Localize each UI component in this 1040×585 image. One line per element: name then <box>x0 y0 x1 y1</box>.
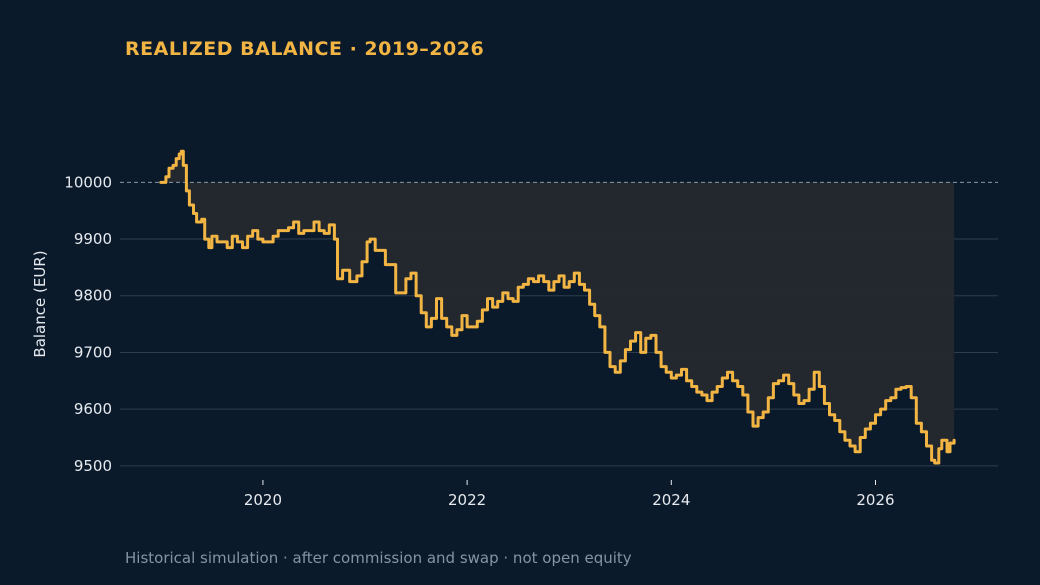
x-tick-label-2020: 2020 <box>244 491 282 509</box>
y-tick-label-9800: 9800 <box>74 287 112 305</box>
tick-layer: 9500 9600 9700 9800 9900 10000 2020 2022 2024 202… <box>64 173 894 509</box>
y-tick-label-9700: 9700 <box>74 343 112 361</box>
x-tick-label-2022: 2022 <box>448 491 486 509</box>
chart-footnote: Historical simulation · after commission… <box>125 549 632 567</box>
gap-to-reference-area <box>160 151 955 463</box>
chart-title: REALIZED BALANCE · 2019–2026 <box>125 38 485 60</box>
x-tick-label-2024: 2024 <box>652 491 690 509</box>
y-tick-label-9900: 9900 <box>74 230 112 248</box>
y-tick-label-10000: 10000 <box>64 173 112 191</box>
balance-line <box>159 149 956 465</box>
y-tick-label-9500: 9500 <box>74 457 112 475</box>
x-tick-label-2026: 2026 <box>856 491 894 509</box>
gap-fill-layer <box>160 151 955 463</box>
series-layer <box>159 149 956 465</box>
y-axis-label: Balance (EUR) <box>31 250 49 357</box>
y-tick-label-9600: 9600 <box>74 400 112 418</box>
